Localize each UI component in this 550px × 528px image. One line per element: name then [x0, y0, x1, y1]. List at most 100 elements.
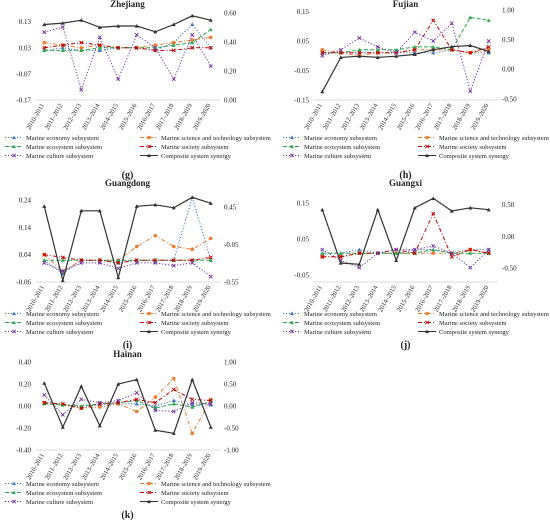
data-point: [116, 258, 121, 262]
legend-marker: [147, 499, 151, 504]
data-point: [190, 195, 195, 199]
data-point: [134, 377, 139, 382]
data-point: [116, 398, 121, 403]
y-tick-label: 0.04: [19, 251, 32, 259]
legend-label: Composite system synergy: [439, 329, 510, 336]
data-point: [431, 251, 436, 255]
data-point: [431, 211, 436, 216]
data-point: [357, 47, 362, 52]
data-point: [97, 401, 102, 406]
x-tick-label: 2012–2013: [62, 285, 83, 314]
data-point: [486, 49, 491, 54]
chart-panel-1: Zhejiang 0.13 0.03 -0.07 -0.17 0.60 0.40 0.20 0.…: [5, 0, 271, 181]
data-point: [171, 398, 176, 403]
series-line: [43, 377, 212, 434]
data-point: [79, 208, 84, 213]
y2-tick-label: 0.00: [224, 403, 237, 411]
legend-label: Marine culture subsystem: [26, 499, 93, 506]
data-point: [97, 35, 102, 40]
data-point: [60, 401, 65, 406]
x-tick-label: 2018–2019: [451, 103, 472, 132]
data-point: [42, 392, 47, 398]
data-point: [208, 236, 213, 241]
x-tick-label: 2018–2019: [173, 453, 194, 482]
data-point: [375, 207, 380, 212]
data-point: [208, 274, 213, 279]
data-point: [190, 45, 195, 50]
data-point: [97, 48, 102, 53]
data-point: [208, 64, 213, 69]
series-line: [44, 399, 211, 409]
data-point: [153, 428, 158, 432]
data-point: [97, 208, 102, 213]
data-point: [412, 247, 417, 252]
legend-label: Marine culture subsystem: [26, 153, 93, 160]
legend-marker: [12, 320, 16, 325]
y-tick-label: -0.15: [294, 97, 309, 105]
legend-marker: [147, 153, 151, 158]
data-point: [431, 196, 436, 200]
legend-marker: [147, 311, 151, 316]
chart-title: Fujian: [393, 0, 419, 9]
data-point: [171, 205, 176, 210]
data-point: [116, 260, 121, 265]
data-point: [431, 247, 436, 252]
data-point: [190, 397, 195, 402]
data-point: [449, 209, 454, 213]
data-point: [431, 44, 436, 49]
data-point: [320, 247, 325, 252]
data-point: [171, 258, 176, 263]
data-point: [357, 54, 362, 58]
legend-marker: [424, 320, 430, 325]
legend-marker: [12, 135, 16, 140]
y-tick-label: 0.05: [297, 235, 310, 243]
legend-marker: [289, 329, 295, 334]
x-tick-label: 2019–2020: [192, 453, 213, 482]
x-tick-label: 2011–2012: [322, 103, 343, 132]
legend-label: Marine economy subsystem: [26, 481, 99, 488]
data-point: [190, 247, 195, 252]
data-point: [486, 18, 491, 22]
data-point: [394, 247, 399, 252]
x-tick-label: 2017–2018: [433, 103, 454, 132]
data-point: [394, 54, 399, 58]
legend-marker: [12, 490, 16, 495]
data-point: [486, 247, 491, 252]
data-point: [486, 207, 491, 212]
legend-label: Marine science and technology subsystem: [161, 311, 271, 318]
y2-tick-label: 0.50: [502, 201, 515, 209]
y-tick-label: 0.15: [297, 8, 310, 16]
data-point: [153, 43, 158, 48]
data-point: [320, 48, 325, 52]
series-line: [321, 197, 489, 265]
data-point: [394, 258, 399, 263]
series-line: [322, 245, 490, 269]
data-point: [171, 244, 176, 249]
data-point: [42, 48, 47, 53]
series-line: [44, 254, 211, 264]
y-tick-label: -0.17: [16, 97, 31, 105]
y2-tick-label: -0.05: [224, 241, 239, 249]
data-point: [449, 47, 454, 52]
data-point: [116, 77, 121, 82]
data-point: [116, 382, 121, 386]
legend-marker: [11, 329, 17, 334]
data-point: [431, 38, 436, 44]
data-point: [79, 384, 84, 388]
data-point: [42, 400, 47, 405]
legend-label: Marine culture subsystem: [304, 153, 371, 160]
data-point: [60, 258, 65, 262]
data-point: [134, 398, 139, 403]
series-line: [44, 262, 212, 277]
data-point: [60, 269, 65, 274]
x-tick-label: 2010–2011: [25, 453, 46, 482]
chart-panel-5: Hainan 0.40 0.20 0.00 -0.20 -0.40 1.00 0.50 0.00…: [5, 349, 271, 521]
data-point: [116, 23, 121, 28]
data-point: [190, 13, 195, 18]
legend-label: Marine science and technology subsystem: [439, 135, 549, 142]
data-point: [97, 45, 102, 50]
data-point: [60, 278, 65, 283]
data-point: [412, 47, 417, 52]
data-point: [171, 401, 176, 406]
data-point: [375, 50, 380, 55]
